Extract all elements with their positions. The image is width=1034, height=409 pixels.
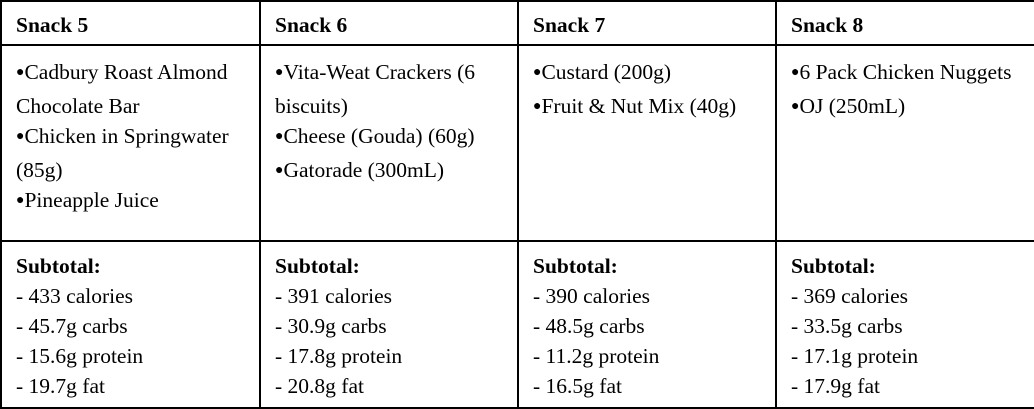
- protein-value: - 11.2g protein: [533, 344, 660, 368]
- list-item: ●6 Pack Chicken Nuggets: [791, 60, 1012, 84]
- snack-items-cell: ●6 Pack Chicken Nuggets ●OJ (250mL): [775, 44, 1034, 242]
- header-row: Snack 5 Snack 6 Snack 7 Snack 8: [0, 0, 1034, 46]
- fat-value: - 19.7g fat: [16, 374, 105, 398]
- list-item: ●Vita-Weat Crackers (6 biscuits): [275, 60, 476, 118]
- subtotal-row: Subtotal: - 433 calories - 45.7g carbs -…: [0, 240, 1034, 409]
- subtotal-label: Subtotal:: [275, 254, 360, 278]
- subtotal-cell: Subtotal: - 390 calories - 48.5g carbs -…: [517, 240, 777, 409]
- snack-items-cell: ●Custard (200g) ●Fruit & Nut Mix (40g): [517, 44, 777, 242]
- protein-value: - 15.6g protein: [16, 344, 144, 368]
- snack-header: Snack 8: [775, 0, 1034, 46]
- subtotal-label: Subtotal:: [533, 254, 618, 278]
- list-item: ●Chicken in Springwater (85g): [16, 124, 229, 182]
- snack-header: Snack 6: [259, 0, 519, 46]
- bullet-icon: ●: [533, 65, 542, 80]
- bullet-icon: ●: [275, 129, 284, 144]
- list-item: ●Cheese (Gouda) (60g): [275, 124, 475, 148]
- fat-value: - 16.5g fat: [533, 374, 622, 398]
- snack-header: Snack 7: [517, 0, 777, 46]
- bullet-icon: ●: [791, 65, 800, 80]
- bullet-icon: ●: [275, 163, 284, 178]
- calories-value: - 390 calories: [533, 284, 651, 308]
- list-item: ●OJ (250mL): [791, 94, 906, 118]
- protein-value: - 17.8g protein: [275, 344, 403, 368]
- list-item: ●Pineapple Juice: [16, 188, 159, 212]
- carbs-value: - 33.5g carbs: [791, 314, 903, 338]
- bullet-icon: ●: [275, 65, 284, 80]
- calories-value: - 391 calories: [275, 284, 393, 308]
- list-item: ●Cadbury Roast Almond Chocolate Bar: [16, 60, 228, 118]
- fat-value: - 20.8g fat: [275, 374, 364, 398]
- fat-value: - 17.9g fat: [791, 374, 880, 398]
- bullet-icon: ●: [16, 129, 25, 144]
- items-row: ●Cadbury Roast Almond Chocolate Bar ●Chi…: [0, 44, 1034, 242]
- list-item: ●Custard (200g): [533, 60, 672, 84]
- subtotal-label: Subtotal:: [791, 254, 876, 278]
- carbs-value: - 30.9g carbs: [275, 314, 387, 338]
- bullet-icon: ●: [791, 99, 800, 114]
- bullet-icon: ●: [16, 193, 25, 208]
- subtotal-cell: Subtotal: - 433 calories - 45.7g carbs -…: [0, 240, 261, 409]
- snack-items-cell: ●Cadbury Roast Almond Chocolate Bar ●Chi…: [0, 44, 261, 242]
- snack-items-cell: ●Vita-Weat Crackers (6 biscuits) ●Cheese…: [259, 44, 519, 242]
- calories-value: - 369 calories: [791, 284, 909, 308]
- list-item: ●Fruit & Nut Mix (40g): [533, 94, 737, 118]
- protein-value: - 17.1g protein: [791, 344, 919, 368]
- subtotal-cell: Subtotal: - 391 calories - 30.9g carbs -…: [259, 240, 519, 409]
- subtotal-cell: Subtotal: - 369 calories - 33.5g carbs -…: [775, 240, 1034, 409]
- snack-header: Snack 5: [0, 0, 261, 46]
- bullet-icon: ●: [533, 99, 542, 114]
- subtotal-label: Subtotal:: [16, 254, 101, 278]
- list-item: ●Gatorade (300mL): [275, 158, 445, 182]
- carbs-value: - 45.7g carbs: [16, 314, 128, 338]
- carbs-value: - 48.5g carbs: [533, 314, 645, 338]
- bullet-icon: ●: [16, 65, 25, 80]
- calories-value: - 433 calories: [16, 284, 134, 308]
